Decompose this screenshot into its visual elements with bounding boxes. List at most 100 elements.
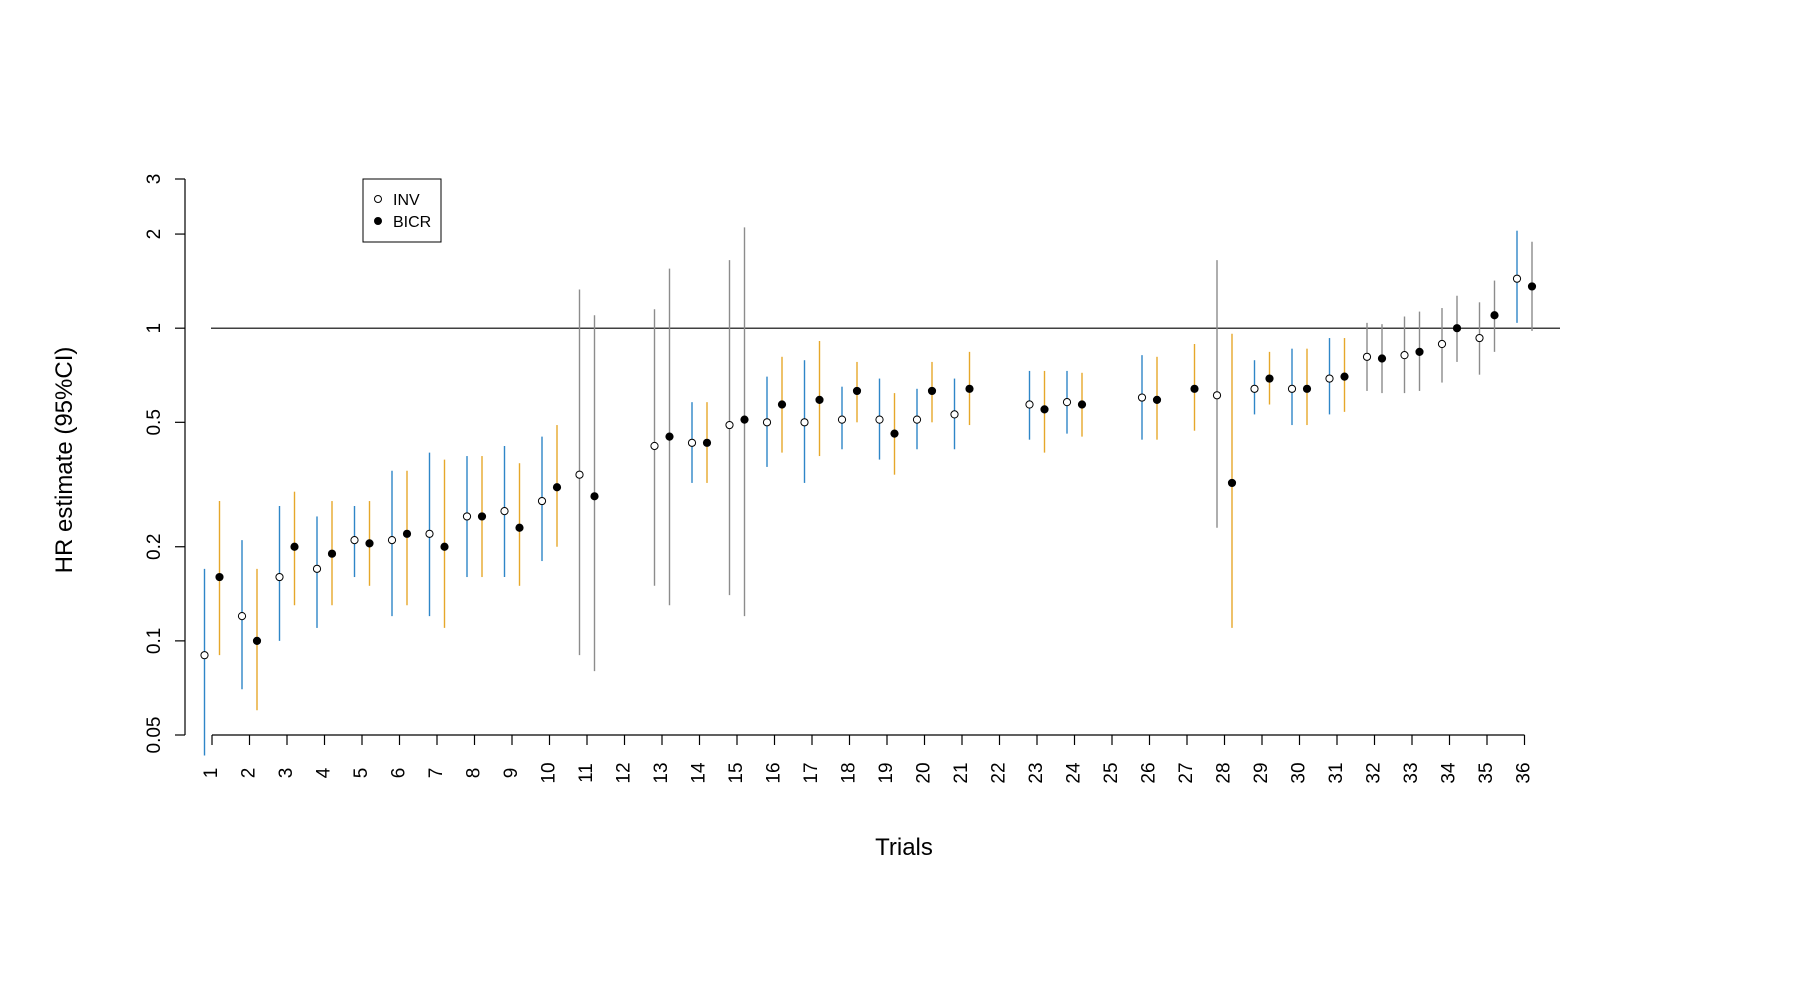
point-bicr-trial-1 (215, 572, 224, 582)
point-bicr-trial-36 (1527, 282, 1537, 291)
point-inv-trial-35 (1475, 333, 1484, 343)
point-inv-trial-15 (725, 420, 734, 430)
x-tick-label: 3 (276, 768, 297, 779)
point-inv-trial-18 (837, 415, 847, 424)
point-inv-trial-36 (1512, 274, 1522, 283)
point-inv-trial-33 (1400, 351, 1409, 360)
point-bicr-trial-26 (1152, 395, 1162, 404)
point-bicr-trial-18 (852, 386, 862, 396)
x-tick-label: 25 (1101, 762, 1122, 783)
y-tick-label: 2 (144, 229, 165, 240)
point-bicr-trial-19 (890, 429, 899, 438)
point-inv-trial-20 (912, 415, 922, 424)
x-tick-label: 22 (989, 762, 1010, 783)
y-tick-label: 0.1 (144, 628, 165, 654)
y-tick-label: 0.5 (144, 409, 165, 435)
point-inv-trial-19 (875, 415, 884, 424)
point-bicr-trial-14 (702, 438, 712, 447)
point-bicr-trial-15 (740, 415, 749, 424)
y-tick-label: 0.05 (144, 717, 165, 754)
point-bicr-trial-32 (1377, 354, 1387, 363)
x-tick-label: 4 (314, 767, 335, 778)
point-inv-trial-30 (1287, 384, 1297, 393)
point-bicr-trial-3 (290, 542, 299, 551)
point-bicr-trial-6 (402, 529, 412, 538)
x-tick-label: 5 (351, 768, 372, 779)
point-bicr-trial-35 (1490, 311, 1499, 320)
point-inv-trial-24 (1062, 398, 1072, 407)
x-tick-label: 32 (1364, 762, 1385, 783)
point-bicr-trial-31 (1340, 372, 1349, 381)
x-tick-label: 8 (464, 768, 485, 779)
point-inv-trial-34 (1437, 339, 1447, 349)
legend-bicr-label: BICR (393, 214, 431, 231)
y-axis-title: HR estimate (95%CI) (51, 347, 78, 574)
x-tick-label: 33 (1401, 762, 1422, 783)
point-inv-trial-2 (237, 612, 247, 621)
x-tick-label: 30 (1289, 762, 1310, 783)
x-axis: 1 2 3 4 5 6 7 8 9 10 11 12 13 14 15 16 17 18 19 20 21 22 23 24 2… (201, 734, 1535, 784)
x-tick-label: 1 (201, 768, 222, 779)
point-bicr-trial-10 (552, 483, 562, 492)
x-tick-label: 34 (1439, 762, 1460, 784)
x-tick-label: 19 (876, 762, 897, 783)
point-bicr-trial-13 (665, 432, 674, 441)
x-tick-label: 14 (689, 762, 710, 784)
point-bicr-trial-16 (777, 400, 787, 409)
point-inv-trial-9 (500, 507, 509, 516)
point-bicr-trial-28 (1227, 478, 1237, 488)
point-inv-trial-23 (1025, 400, 1034, 409)
legend-inv-label: INV (393, 192, 420, 209)
point-inv-trial-14 (687, 438, 697, 447)
point-inv-trial-29 (1250, 384, 1259, 393)
point-inv-trial-7 (425, 529, 434, 538)
x-tick-label: 9 (501, 768, 522, 779)
x-tick-label: 28 (1214, 762, 1235, 783)
y-axis: 0.05 0.1 0.2 0.5 1 2 3 (144, 174, 186, 754)
point-inv-trial-21 (950, 410, 959, 419)
point-bicr-trial-29 (1265, 374, 1274, 383)
x-tick-label: 31 (1326, 762, 1347, 783)
x-tick-label: 36 (1514, 762, 1535, 783)
point-inv-trial-8 (462, 512, 472, 521)
point-inv-trial-4 (312, 564, 322, 573)
point-bicr-trial-11 (590, 492, 599, 501)
point-inv-trial-26 (1137, 393, 1147, 402)
point-bicr-trial-21 (965, 384, 974, 393)
point-inv-trial-32 (1362, 352, 1372, 361)
point-bicr-trial-9 (515, 523, 524, 532)
x-tick-label: 27 (1176, 762, 1197, 783)
y-tick-label: 1 (144, 323, 165, 334)
point-bicr-trial-30 (1302, 384, 1312, 393)
point-bicr-trial-2 (252, 636, 262, 645)
x-tick-label: 11 (576, 763, 597, 783)
point-bicr-trial-8 (477, 512, 487, 521)
point-bicr-trial-34 (1452, 324, 1462, 333)
point-bicr-trial-23 (1040, 405, 1049, 414)
point-inv-trial-1 (200, 651, 209, 660)
point-bicr-trial-17 (815, 395, 824, 404)
y-tick-label: 0.2 (144, 534, 165, 560)
point-bicr-trial-33 (1415, 347, 1424, 356)
point-inv-trial-3 (275, 572, 284, 582)
point-bicr-trial-5 (365, 539, 374, 548)
point-inv-trial-5 (350, 536, 359, 545)
point-bicr-trial-27 (1190, 384, 1199, 393)
x-tick-label: 16 (764, 762, 785, 783)
y-tick-label: 3 (144, 174, 165, 185)
point-inv-trial-11 (575, 470, 584, 479)
x-tick-label: 26 (1139, 762, 1160, 783)
x-tick-label: 6 (389, 768, 410, 779)
x-tick-label: 15 (726, 762, 747, 783)
x-tick-label: 2 (239, 768, 260, 779)
x-tick-label: 20 (914, 762, 935, 783)
point-bicr-trial-7 (440, 542, 449, 551)
legend: INV BICR (362, 178, 442, 243)
x-tick-label: 21 (951, 762, 972, 783)
x-tick-label: 18 (839, 762, 860, 783)
x-tick-label: 29 (1251, 762, 1272, 783)
point-bicr-trial-20 (927, 386, 937, 396)
legend-bicr-marker (374, 217, 382, 225)
plot-area (200, 227, 1560, 756)
